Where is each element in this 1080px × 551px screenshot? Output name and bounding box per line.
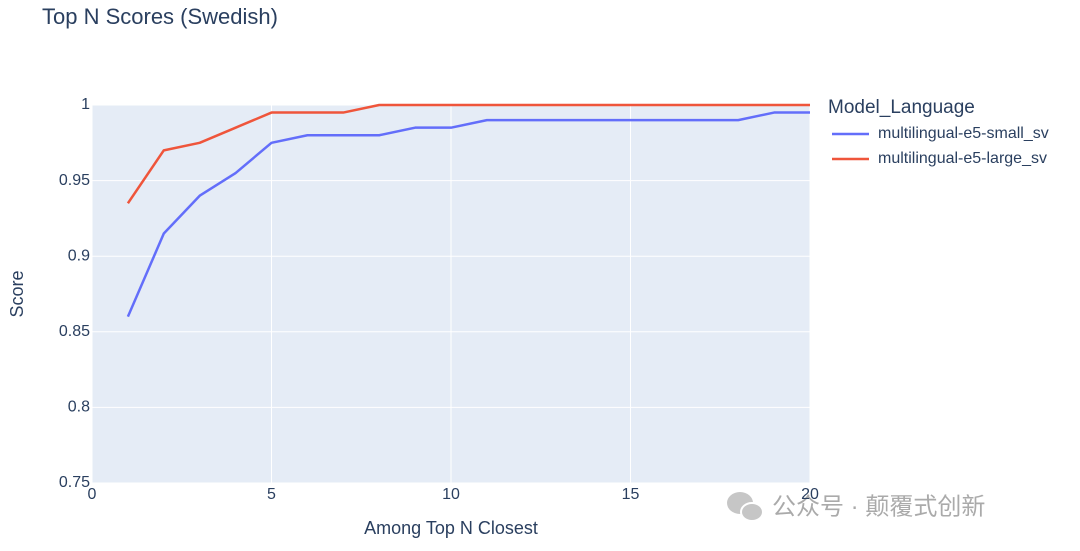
series-line [126,111,810,318]
y-tick-label: 1 [81,96,90,113]
watermark: 公众号 · 颠覆式创新 [727,492,985,522]
legend-label: multilingual-e5-small_sv [878,125,1049,142]
chart-title: Top N Scores (Swedish) [42,4,278,29]
lines [126,103,810,318]
watermark-icon [740,502,764,522]
grid [91,104,811,484]
legend-title: Model_Language [828,97,975,118]
y-tick-label: 0.85 [59,323,90,340]
series-line [126,103,810,204]
x-tick-label: 15 [622,486,640,503]
x-tick-label: 5 [267,486,276,503]
y-tick-label: 0.8 [68,399,90,416]
y-axis-label: Score [7,270,27,317]
y-tick-label: 0.9 [68,247,90,264]
x-tick-label: 0 [88,486,97,503]
x-tick-label: 10 [442,486,460,503]
legend: multilingual-e5-small_sv multilingual-e5-… [832,125,1049,167]
legend-label: multilingual-e5-large_sv [878,150,1047,167]
y-tick-label: 0.95 [59,172,90,189]
x-axis-label: Among Top N Closest [364,518,538,538]
y-tick-label: 0.75 [59,474,90,491]
watermark-text: 公众号 · 颠覆式创新 [772,493,985,520]
x-tick-label: 20 [801,486,819,503]
